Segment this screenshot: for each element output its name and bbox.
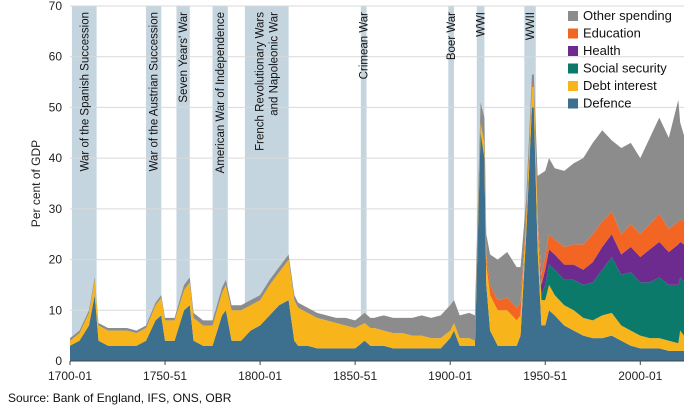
war-label-5: Crimean War: [359, 12, 371, 79]
legend-label-2: Health: [583, 43, 621, 58]
legend-swatch-0: [568, 11, 578, 21]
x-tick-label-1700: 1700-01: [48, 369, 92, 383]
axes: 0 10 20 30 40 50 60 70 1700-01 1750-51 1800-01 1850…: [48, 0, 684, 383]
legend: Other spending Education Health Social secu…: [568, 8, 672, 111]
war-label-2: Seven Years' War: [178, 12, 190, 103]
war-label-0: War of the Spanish Succession: [79, 12, 91, 171]
legend-label-5: Defence: [583, 96, 631, 111]
war-label-7: WWI: [476, 12, 488, 37]
y-tick-label-0: 0: [55, 354, 62, 368]
y-tick-label-60: 60: [49, 50, 63, 64]
legend-label-1: Education: [583, 26, 641, 41]
war-label-4-line2: and Napoleonic War: [269, 12, 281, 116]
legend-label-0: Other spending: [583, 8, 672, 23]
x-tick-label-1750: 1750-51: [143, 369, 187, 383]
x-tick-label-1850: 1850-51: [333, 369, 377, 383]
war-band-5: [360, 6, 367, 361]
y-tick-label-30: 30: [49, 202, 63, 216]
legend-swatch-2: [568, 46, 578, 56]
war-band-3: [212, 6, 228, 361]
y-tick-label-50: 50: [49, 100, 63, 114]
area-series: [70, 74, 684, 361]
war-label-1: War of the Austrian Succession: [149, 12, 161, 171]
legend-label-3: Social security: [583, 61, 667, 76]
war-label-6: Boer War: [446, 12, 458, 60]
x-tick-label-2000: 2000-01: [618, 369, 662, 383]
source-note: Source: Bank of England, IFS, ONS, OBR: [8, 391, 232, 405]
war-band-2: [176, 6, 190, 361]
x-tick-label-1800: 1800-01: [238, 369, 282, 383]
legend-label-4: Debt interest: [583, 78, 657, 93]
y-tick-label-70: 70: [49, 0, 63, 13]
war-labels: War of the Spanish Succession War of the …: [79, 12, 537, 174]
area-other-spending: [70, 74, 684, 341]
legend-swatch-3: [568, 63, 578, 74]
war-label-4: French Revolutionary Wars: [255, 12, 267, 151]
legend-swatch-5: [568, 98, 578, 109]
war-band-1: [146, 6, 162, 361]
war-band-6: [448, 6, 454, 361]
y-tick-label-40: 40: [49, 151, 63, 165]
y-axis-title: Per cent of GDP: [29, 140, 43, 227]
y-tick-label-20: 20: [49, 253, 63, 267]
war-label-3: American War of Independence: [215, 12, 227, 173]
x-tick-label-1950: 1950-51: [523, 369, 567, 383]
war-label-8: WWII: [525, 12, 537, 40]
x-tick-label-1900: 1900-01: [428, 369, 472, 383]
area-social-security: [70, 87, 684, 344]
y-tick-label-10: 10: [49, 303, 63, 317]
legend-swatch-4: [568, 81, 578, 91]
area-defence: [70, 107, 684, 361]
legend-swatch-1: [568, 28, 578, 39]
